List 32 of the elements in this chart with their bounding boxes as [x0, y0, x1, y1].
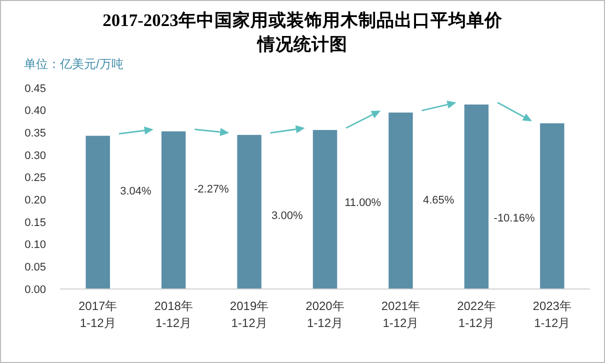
chart-title: 2017-2023年中国家用或装饰用木制品出口平均单价情况统计图	[102, 10, 504, 54]
y-axis-title: 单位：亿美元/万吨	[24, 57, 124, 71]
bar	[388, 112, 413, 289]
x-tick-label: 2019年 1-12月	[230, 299, 269, 330]
y-tick-label: 0.25	[24, 172, 46, 184]
x-tick-label: 2023年 1-12月	[532, 299, 572, 330]
y-tick-label: 0.35	[24, 128, 46, 140]
y-tick-label: 0.00	[24, 284, 46, 296]
x-tick-label: 2021年 1-12月	[381, 299, 420, 330]
bar	[86, 136, 110, 289]
x-tick-label: 2022年 1-12月	[457, 299, 496, 330]
y-tick-label: 0.15	[24, 216, 46, 229]
x-tick-label: 2017年 1-12月	[78, 299, 118, 330]
y-tick-label: 0.10	[24, 239, 46, 252]
annotation: -10.16%	[494, 212, 535, 224]
y-tick-label: 0.30	[24, 150, 46, 162]
y-tick-label: 0.45	[24, 82, 46, 95]
bar	[312, 130, 338, 289]
annotation: 3.04%	[120, 186, 152, 198]
bar	[161, 131, 186, 289]
annotation: 11.00%	[344, 196, 382, 209]
y-tick-label: 0.40	[24, 105, 46, 118]
bar	[540, 123, 564, 289]
bar	[464, 104, 489, 289]
annotation: -2.27%	[194, 183, 230, 196]
y-tick-label: 0.20	[24, 194, 46, 207]
y-tick-label: 0.05	[24, 262, 46, 274]
x-tick-label: 2020年 1-12月	[306, 299, 344, 330]
bar	[237, 134, 262, 289]
annotation: 3.00%	[272, 210, 303, 222]
annotation: 4.65%	[422, 194, 454, 207]
x-tick-label: 2018年 1-12月	[154, 299, 193, 330]
